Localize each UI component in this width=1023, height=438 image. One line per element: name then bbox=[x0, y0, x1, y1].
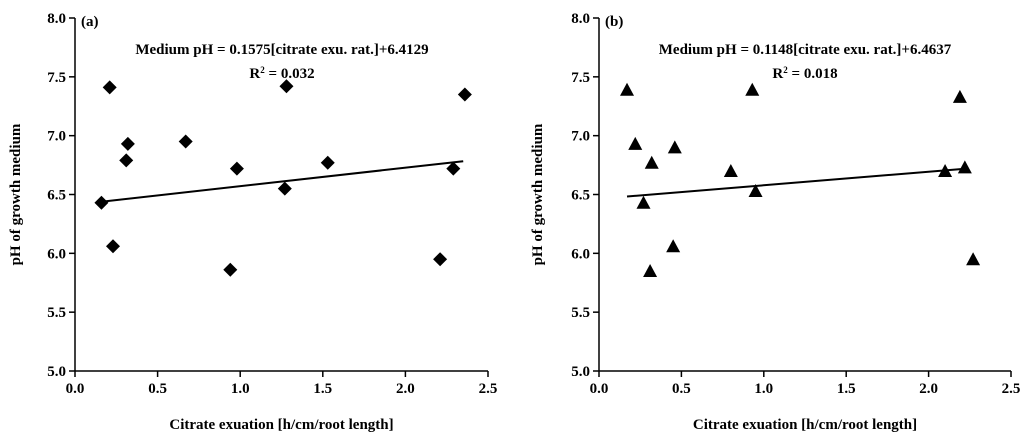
regression-line bbox=[101, 160, 464, 203]
x-tick-label: 2.0 bbox=[919, 381, 938, 397]
x-tick-label: 0.0 bbox=[66, 381, 85, 397]
data-point-triangle bbox=[644, 155, 659, 169]
r-squared-value: = 0.032 bbox=[265, 66, 315, 82]
x-axis-title: Citrate exuation [h/cm/root length] bbox=[169, 417, 393, 433]
x-tick-label: 2.5 bbox=[1002, 381, 1021, 397]
panel-label: (b) bbox=[605, 14, 623, 30]
x-tick-label: 0.0 bbox=[590, 381, 609, 397]
data-point-diamond bbox=[178, 134, 193, 149]
y-tick-label: 7.0 bbox=[571, 129, 590, 145]
y-axis-title: pH of growth medium bbox=[530, 123, 546, 265]
data-point-diamond bbox=[119, 153, 134, 168]
y-tick-label: 6.0 bbox=[47, 246, 66, 262]
data-point-diamond bbox=[223, 262, 238, 277]
y-tick-label: 5.0 bbox=[571, 364, 590, 380]
data-point-diamond bbox=[229, 161, 244, 176]
data-point-triangle bbox=[745, 82, 760, 96]
y-axis-title: pH of growth medium bbox=[8, 123, 24, 265]
x-axis-title: Citrate exuation [h/cm/root length] bbox=[693, 417, 917, 433]
x-tick-label: 2.5 bbox=[479, 381, 498, 397]
x-tick-label: 0.5 bbox=[148, 381, 167, 397]
r-squared-label: R2 = 0.018 bbox=[772, 65, 837, 82]
y-tick-label: 8.0 bbox=[47, 11, 66, 27]
data-point-diamond bbox=[120, 136, 135, 151]
data-point-triangle bbox=[666, 239, 681, 253]
y-tick-label: 6.5 bbox=[571, 188, 590, 204]
panel-label: (a) bbox=[81, 14, 99, 30]
r-squared-label: R2 = 0.032 bbox=[249, 65, 314, 82]
x-tick-label: 0.5 bbox=[672, 381, 691, 397]
data-point-diamond bbox=[277, 181, 292, 196]
data-point-diamond bbox=[320, 155, 335, 170]
regression-equation: Medium pH = 0.1575[citrate exu. rat.]+6.… bbox=[135, 42, 428, 58]
y-tick-label: 7.5 bbox=[571, 70, 590, 86]
y-tick-label: 7.5 bbox=[47, 70, 66, 86]
y-tick-label: 5.5 bbox=[571, 305, 590, 321]
data-point-diamond bbox=[279, 79, 294, 94]
data-point-diamond bbox=[457, 87, 472, 102]
x-tick-label: 1.5 bbox=[837, 381, 856, 397]
data-point-triangle bbox=[628, 136, 643, 150]
data-point-diamond bbox=[102, 80, 117, 95]
x-tick-label: 1.5 bbox=[313, 381, 332, 397]
y-tick-label: 8.0 bbox=[571, 11, 590, 27]
r-squared-value: = 0.018 bbox=[788, 66, 838, 82]
data-point-triangle bbox=[938, 163, 953, 177]
regression-line bbox=[626, 167, 969, 198]
r-squared-exponent: 2 bbox=[260, 65, 265, 75]
data-point-triangle bbox=[952, 89, 967, 103]
chart-panel-b: 5.0 5.5 6.0 6.5 7.0 7.5 8.0 0.0 0.5 1.0 1.5 2.0 2.5 C… bbox=[530, 11, 1020, 433]
regression-equation: Medium pH = 0.1148[citrate exu. rat.]+6.… bbox=[659, 42, 952, 58]
y-tick-label: 5.0 bbox=[47, 364, 66, 380]
r-squared-symbol: R bbox=[249, 66, 260, 82]
data-point-triangle bbox=[620, 82, 635, 96]
y-tick-label: 6.0 bbox=[571, 246, 590, 262]
r-squared-exponent: 2 bbox=[783, 65, 788, 75]
data-point-triangle bbox=[966, 252, 981, 266]
data-point-diamond bbox=[433, 252, 448, 267]
data-point-triangle bbox=[643, 263, 658, 277]
r-squared-symbol: R bbox=[772, 66, 783, 82]
data-point-triangle bbox=[748, 183, 763, 197]
data-point-triangle bbox=[957, 160, 972, 174]
chart-panel-a: 5.0 5.5 6.0 6.5 7.0 7.5 8.0 0.0 0.5 1.0 1.5 2.0 2.5 C… bbox=[8, 11, 497, 433]
y-tick-label: 6.5 bbox=[47, 188, 66, 204]
y-tick-label: 7.0 bbox=[47, 129, 66, 145]
data-point-triangle bbox=[667, 140, 682, 154]
data-point-diamond bbox=[94, 195, 109, 210]
data-point-triangle bbox=[636, 195, 651, 209]
data-point-triangle bbox=[723, 163, 738, 177]
x-tick-label: 1.0 bbox=[231, 381, 250, 397]
data-point-diamond bbox=[446, 161, 461, 176]
data-point-diamond bbox=[105, 239, 120, 254]
y-tick-label: 5.5 bbox=[47, 305, 66, 321]
x-tick-label: 1.0 bbox=[754, 381, 773, 397]
x-tick-label: 2.0 bbox=[396, 381, 415, 397]
